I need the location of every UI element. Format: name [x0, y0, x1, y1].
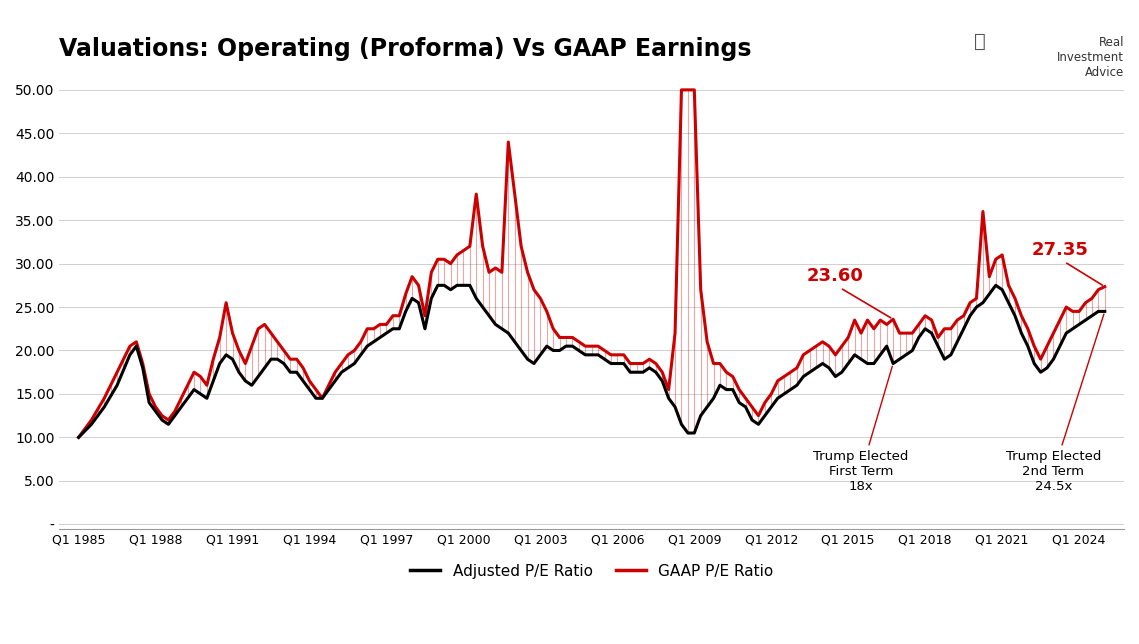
Legend: Adjusted P/E Ratio, GAAP P/E Ratio: Adjusted P/E Ratio, GAAP P/E Ratio: [403, 558, 780, 585]
Text: 27.35: 27.35: [1032, 241, 1103, 285]
Text: 23.60: 23.60: [806, 267, 891, 317]
Text: Real
Investment
Advice: Real Investment Advice: [1057, 36, 1124, 79]
Text: 🦅: 🦅: [974, 32, 986, 50]
Text: Trump Elected
2nd Term
24.5x: Trump Elected 2nd Term 24.5x: [1006, 314, 1104, 493]
Text: Valuations: Operating (Proforma) Vs GAAP Earnings: Valuations: Operating (Proforma) Vs GAAP…: [59, 37, 752, 61]
Text: Trump Elected
First Term
18x: Trump Elected First Term 18x: [813, 366, 909, 493]
